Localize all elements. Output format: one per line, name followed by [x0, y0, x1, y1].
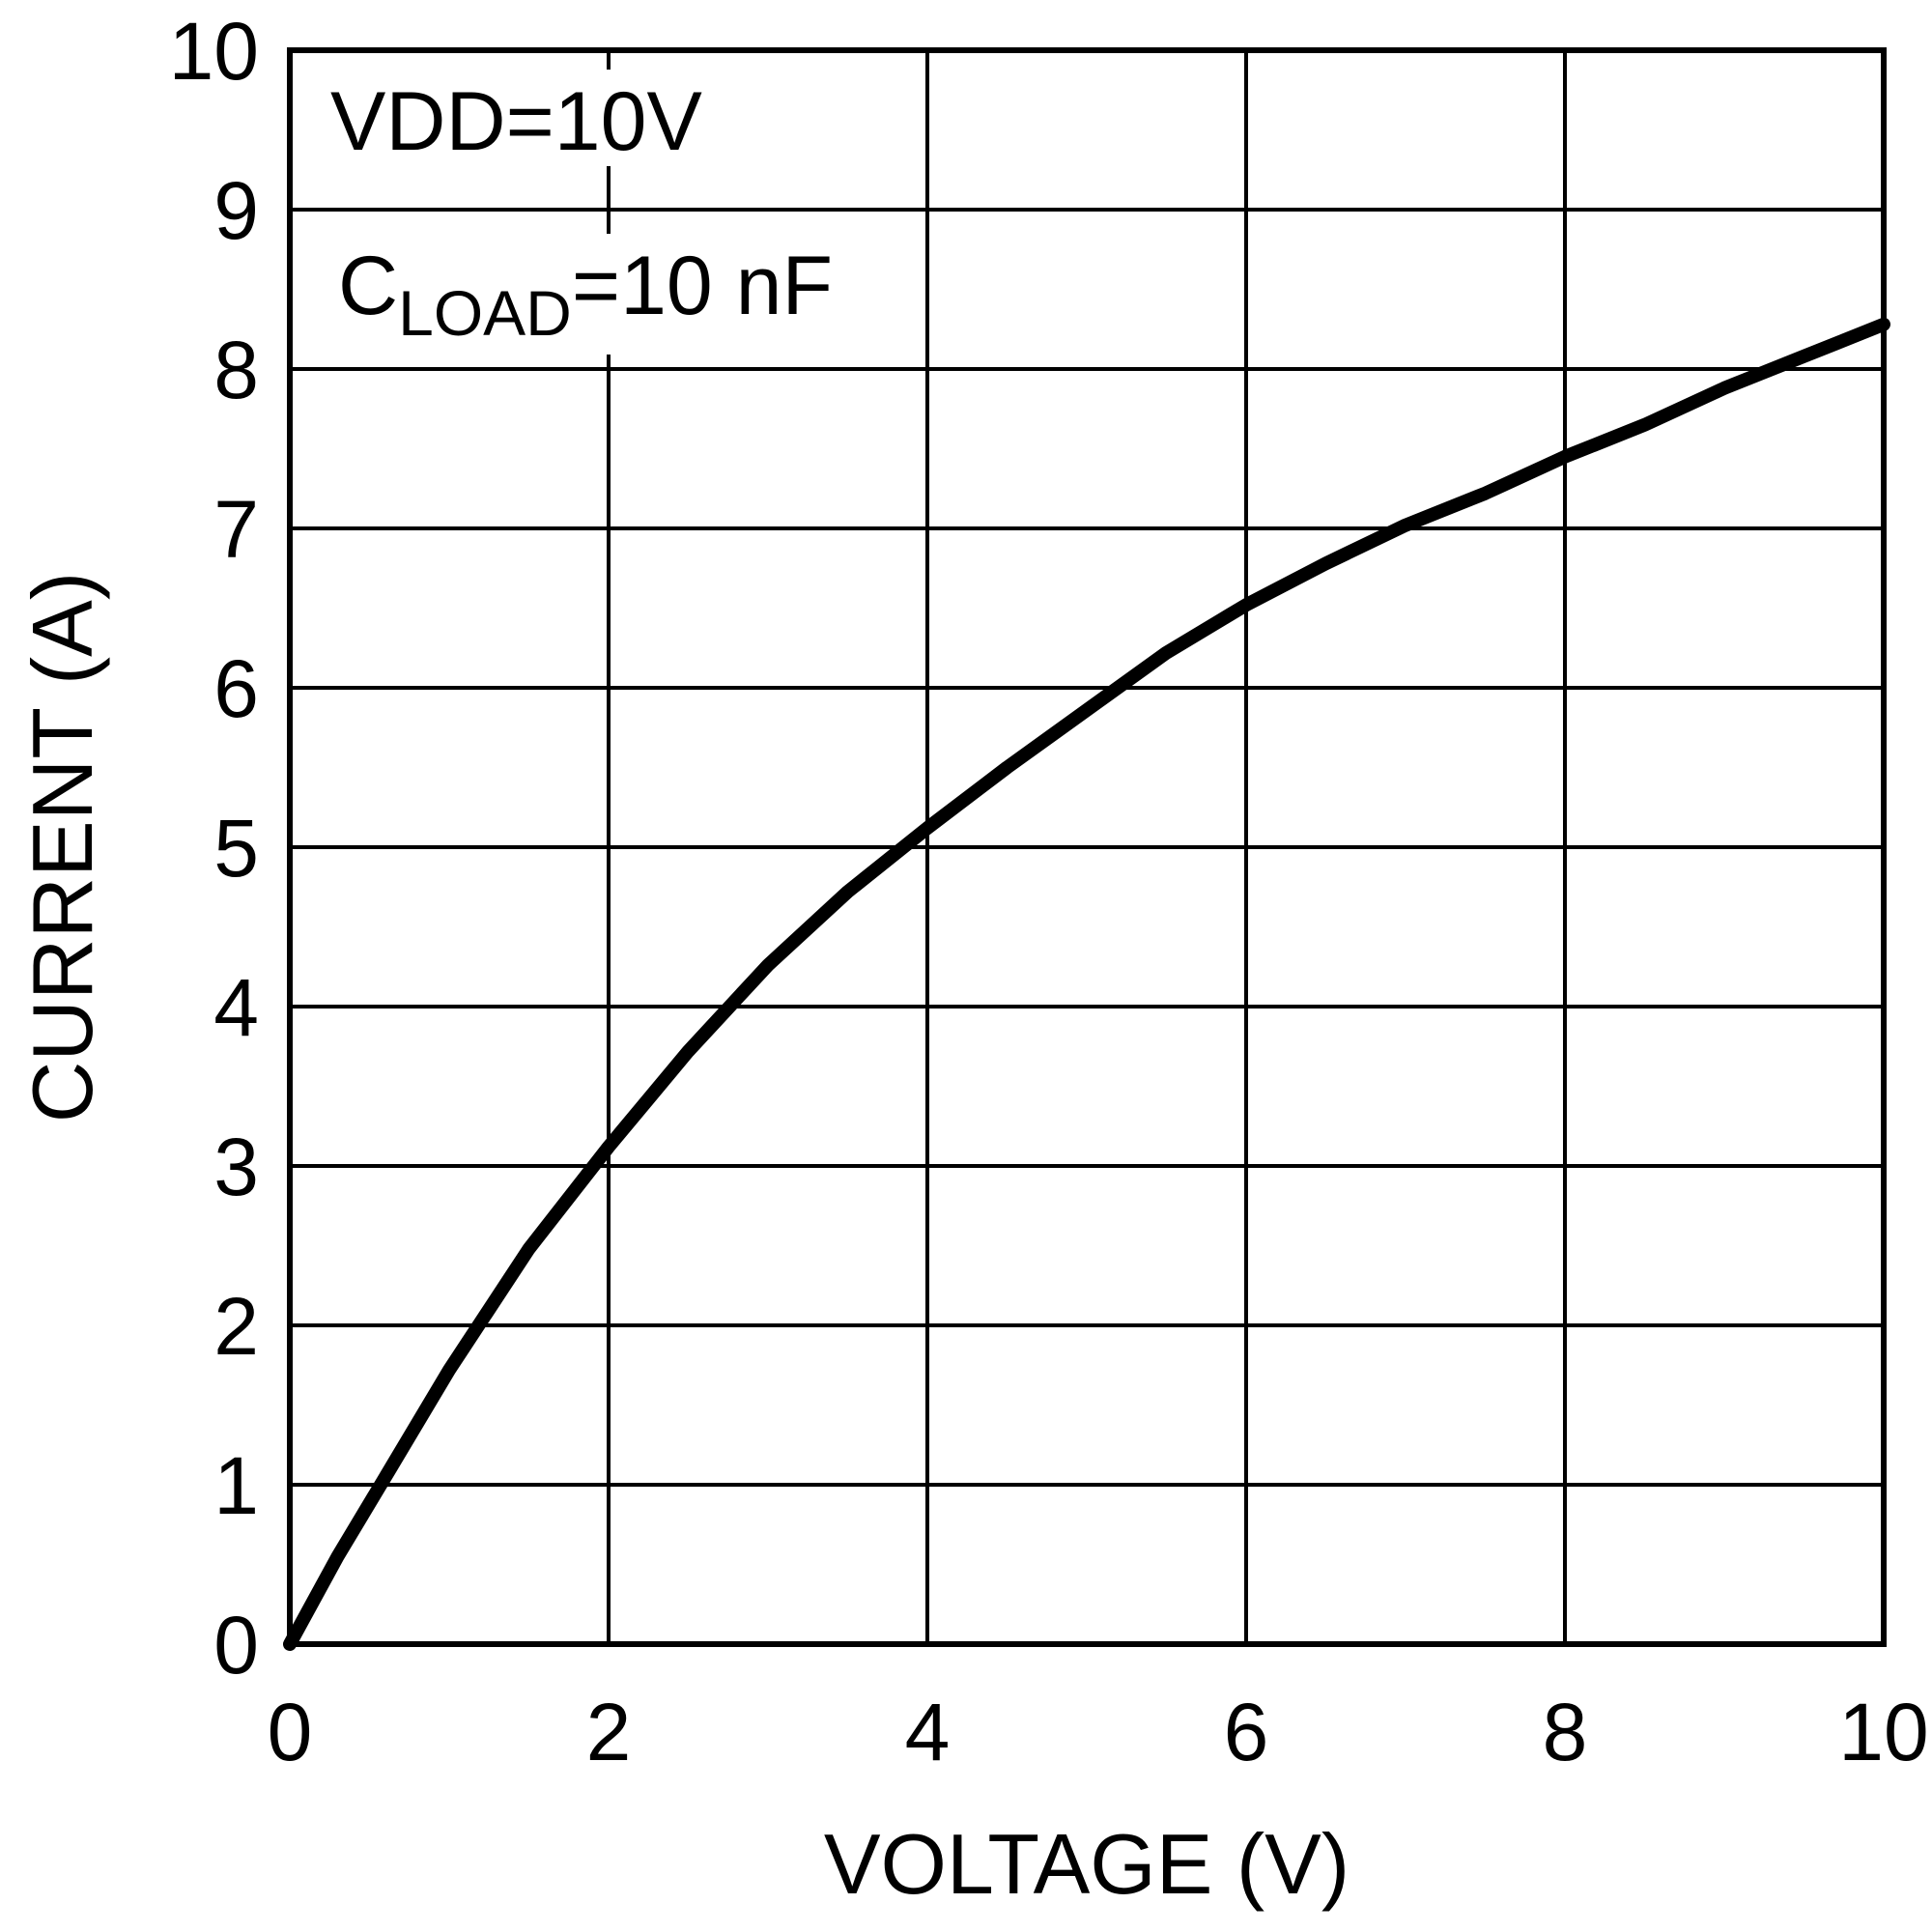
x-tick-label: 4	[905, 1687, 951, 1777]
annotation-cload-sub: LOAD	[398, 277, 572, 349]
y-tick-label: 8	[213, 325, 259, 415]
grid-lines	[290, 50, 1884, 1644]
annotation-cload-bg	[314, 234, 874, 355]
y-tick-label: 6	[213, 643, 259, 734]
x-axis-ticks: 0 2 4 6 8 10	[268, 1687, 1929, 1777]
annotation-vdd: VDD=10V	[330, 75, 702, 168]
x-tick-label: 0	[268, 1687, 313, 1777]
y-tick-label: 0	[213, 1600, 259, 1690]
annotation-cload-value: =10 nF	[572, 240, 833, 332]
annotation-cload: CLOAD=10 nF	[338, 240, 833, 349]
y-axis-ticks: 0 1 2 3 4 5 6 7 8 9 10	[169, 6, 259, 1690]
y-tick-label: 5	[213, 803, 259, 894]
x-tick-label: 8	[1543, 1687, 1588, 1777]
y-tick-label: 1	[213, 1440, 259, 1531]
plot-frame	[287, 47, 1887, 1647]
current-curve	[283, 317, 1890, 1651]
annotation-vdd-bg	[314, 70, 744, 166]
y-tick-label: 10	[169, 6, 259, 97]
y-tick-label: 9	[213, 165, 259, 256]
x-tick-label: 2	[586, 1687, 632, 1777]
annotation-cload-c: C	[338, 240, 398, 332]
x-tick-label: 10	[1838, 1687, 1928, 1777]
y-tick-label: 3	[213, 1122, 259, 1212]
y-tick-label: 4	[213, 962, 259, 1053]
y-tick-label: 7	[213, 484, 259, 575]
x-axis-label: VOLTAGE (V)	[824, 1816, 1350, 1912]
y-tick-label: 2	[213, 1281, 259, 1372]
x-tick-label: 6	[1224, 1687, 1269, 1777]
y-axis-label: CURRENT (A)	[14, 572, 110, 1122]
